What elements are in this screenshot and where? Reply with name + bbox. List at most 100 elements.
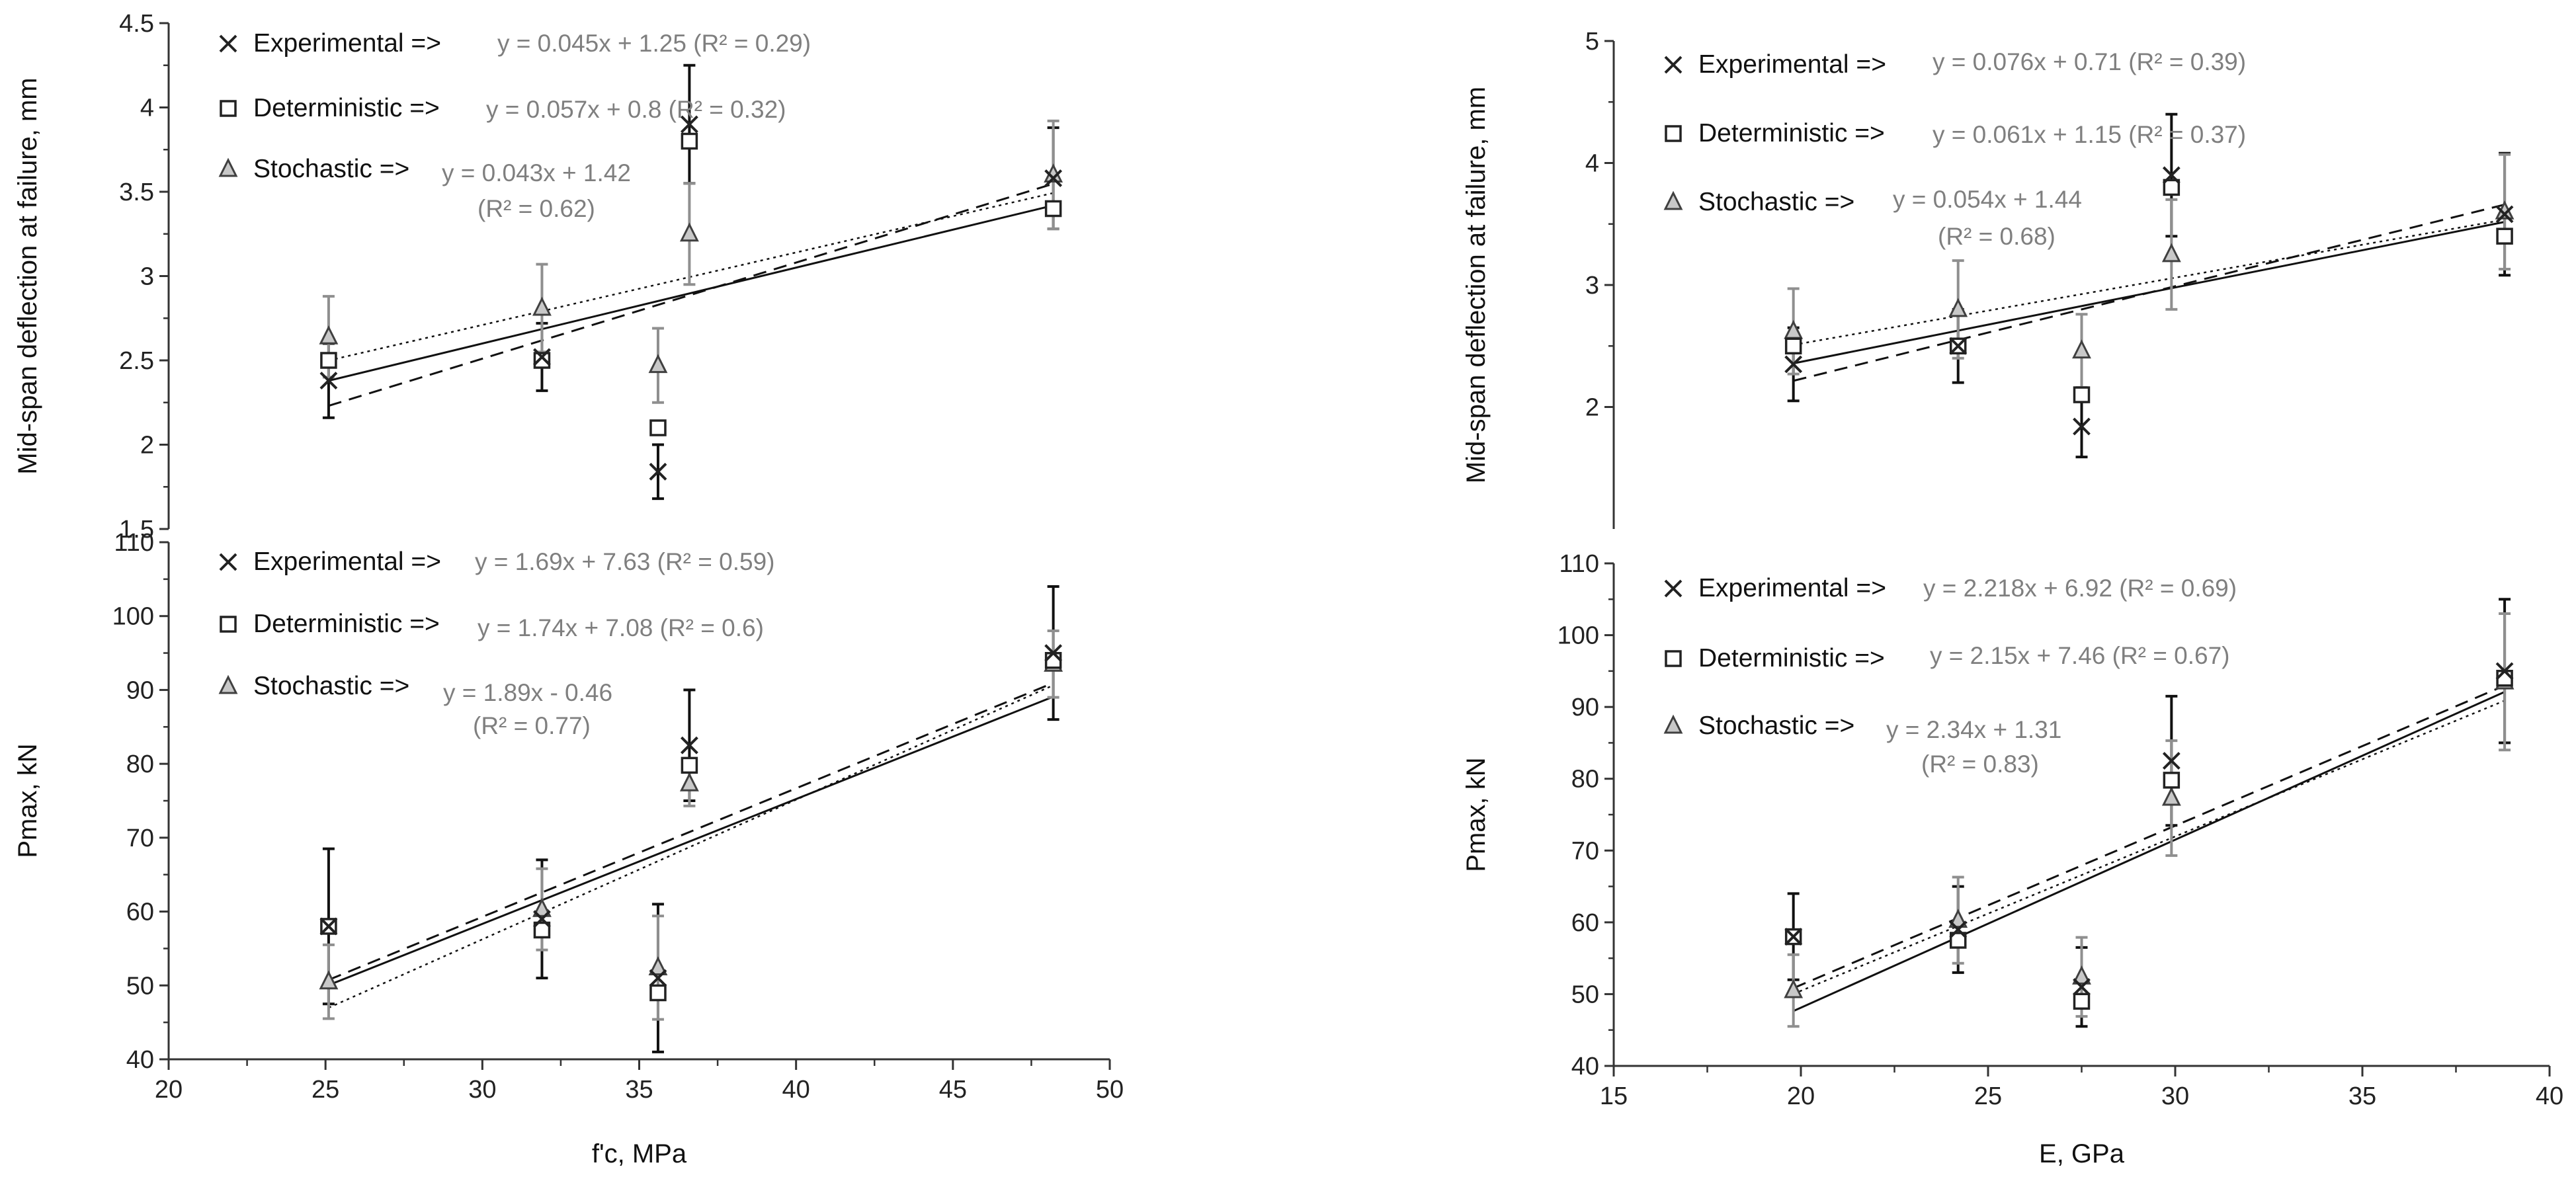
x-tick-label: 15	[1600, 1082, 1628, 1110]
y-axis-title: Mid-span deflection at failure, mm	[1462, 87, 1491, 483]
x-tick-label: 50	[1096, 1076, 1124, 1104]
panel-deflection-vs-fc: 1.5 2 2.5 3 3.5 4 4.5 Mid-span deflection at fa…	[13, 10, 1063, 544]
point-stochastic	[319, 325, 339, 345]
point-experimental	[319, 917, 338, 936]
x-axis-title: f'c, MPa	[592, 1139, 687, 1168]
trendline-stochastic	[1793, 690, 2505, 1012]
y-tick-label: 3	[140, 263, 154, 291]
regression-equation: y = 0.043x + 1.42	[442, 159, 631, 186]
legend-stochastic-label: Stochastic =>	[1698, 711, 1854, 740]
y-tick-label: 50	[1571, 981, 1599, 1008]
y-tick-label: 4	[1585, 150, 1599, 178]
point-deterministic	[533, 352, 551, 369]
point-deterministic	[2496, 669, 2513, 687]
y-tick-label: 110	[1559, 550, 1599, 578]
y-tick-label: 60	[1571, 909, 1599, 937]
legend-stochastic-marker	[1663, 714, 1683, 734]
x-tick-label: 35	[625, 1076, 653, 1104]
y-tick-label: 90	[1571, 694, 1599, 721]
point-experimental	[680, 736, 698, 754]
trendline-stochastic	[328, 684, 1054, 1009]
point-deterministic	[681, 756, 698, 774]
legend-experimental-label: Experimental =>	[1698, 574, 1886, 602]
point-deterministic	[2163, 772, 2181, 789]
regression-equation: y = 0.045x + 1.25 (R² = 0.29)	[497, 30, 811, 57]
regression-equation: y = 1.74x + 7.08 (R² = 0.6)	[478, 614, 764, 641]
y-tick-label: 3.5	[119, 179, 154, 206]
panel-pmax-vs-fc: 20 25 30 35 40 45 50 40 50 60 70 80 90 100 110 Pmax, kN…	[13, 529, 1124, 1168]
x-tick-label: 30	[2161, 1082, 2189, 1110]
point-stochastic	[2072, 339, 2091, 359]
point-stochastic	[532, 296, 552, 316]
regression-equation: y = 0.061x + 1.15 (R² = 0.37)	[1932, 121, 2246, 148]
trendline-experimental	[328, 204, 1054, 382]
point-experimental	[2162, 166, 2181, 184]
legend-stochastic-marker	[218, 674, 238, 694]
point-experimental	[533, 348, 551, 366]
point-deterministic	[2073, 993, 2091, 1010]
y-tick-label: 3	[1585, 272, 1599, 300]
point-experimental	[1784, 928, 1803, 946]
trendline-deterministic	[1793, 700, 2505, 995]
x-tick-label: 20	[1787, 1082, 1815, 1110]
y-tick-label: 100	[112, 603, 154, 631]
point-experimental	[2495, 662, 2514, 680]
point-experimental	[2073, 417, 2091, 436]
point-deterministic	[320, 352, 337, 369]
legend-stochastic-label: Stochastic =>	[1698, 188, 1854, 216]
trendline-stochastic	[1793, 219, 2505, 346]
legend-stochastic-label: Stochastic =>	[253, 672, 409, 700]
point-experimental	[2162, 752, 2181, 770]
point-stochastic	[1784, 319, 1804, 339]
point-experimental	[2495, 205, 2514, 223]
point-stochastic	[2072, 965, 2091, 985]
x-tick-label: 30	[468, 1076, 496, 1104]
x-tick-label: 40	[782, 1076, 810, 1104]
y-tick-label: 40	[126, 1046, 154, 1074]
x-tick-label: 20	[155, 1076, 183, 1104]
y-tick-label: 90	[126, 676, 154, 704]
y-axis-title: Mid-span deflection at failure, mm	[13, 77, 42, 474]
y-tick-label: 70	[126, 825, 154, 852]
trendline-experimental	[328, 696, 1054, 987]
y-tick-label: 2	[140, 432, 154, 460]
point-deterministic	[2073, 386, 2091, 403]
legend-deterministic-marker	[1665, 650, 1682, 667]
y-tick-label: 80	[1571, 766, 1599, 793]
point-stochastic	[1948, 298, 1968, 317]
trendline-deterministic	[328, 183, 1054, 407]
point-stochastic	[648, 354, 668, 374]
point-deterministic	[1044, 651, 1062, 669]
y-tick-label: 80	[126, 751, 154, 778]
trendline-stochastic	[328, 192, 1054, 362]
y-tick-label: 110	[114, 529, 154, 557]
point-stochastic	[1784, 979, 1804, 998]
legend-deterministic-label: Deterministic =>	[1698, 644, 1885, 672]
legend-experimental-marker	[219, 34, 237, 53]
legend-experimental-label: Experimental =>	[253, 548, 441, 576]
point-stochastic	[2161, 243, 2181, 263]
regression-equation: (R² = 0.77)	[473, 712, 591, 739]
trendline-deterministic	[328, 682, 1054, 981]
panel-deflection-vs-e: 2 3 4 5 Mid-span deflection at failure, mm Ex…	[1462, 28, 2514, 529]
point-experimental	[1949, 920, 1968, 939]
regression-equation: (R² = 0.68)	[1938, 223, 2056, 250]
legend-experimental-label: Experimental =>	[253, 29, 441, 58]
legend-experimental-marker	[1664, 56, 1683, 74]
legend-stochastic-marker	[1663, 190, 1683, 210]
point-deterministic	[2496, 227, 2513, 245]
legend-deterministic-marker	[1665, 125, 1682, 142]
regression-equation: y = 2.15x + 7.46 (R² = 0.67)	[1930, 642, 2230, 669]
trendline-deterministic	[1793, 221, 2505, 364]
point-deterministic	[681, 132, 698, 150]
regression-equation: y = 0.076x + 0.71 (R² = 0.39)	[1932, 48, 2246, 75]
point-deterministic	[1044, 200, 1062, 218]
trendline-experimental	[1793, 684, 2505, 989]
legend-deterministic-label: Deterministic =>	[253, 610, 440, 638]
point-deterministic	[2163, 179, 2181, 196]
x-tick-label: 25	[312, 1076, 339, 1104]
point-stochastic	[1948, 909, 1968, 928]
point-experimental	[533, 910, 551, 928]
point-deterministic	[649, 419, 667, 436]
